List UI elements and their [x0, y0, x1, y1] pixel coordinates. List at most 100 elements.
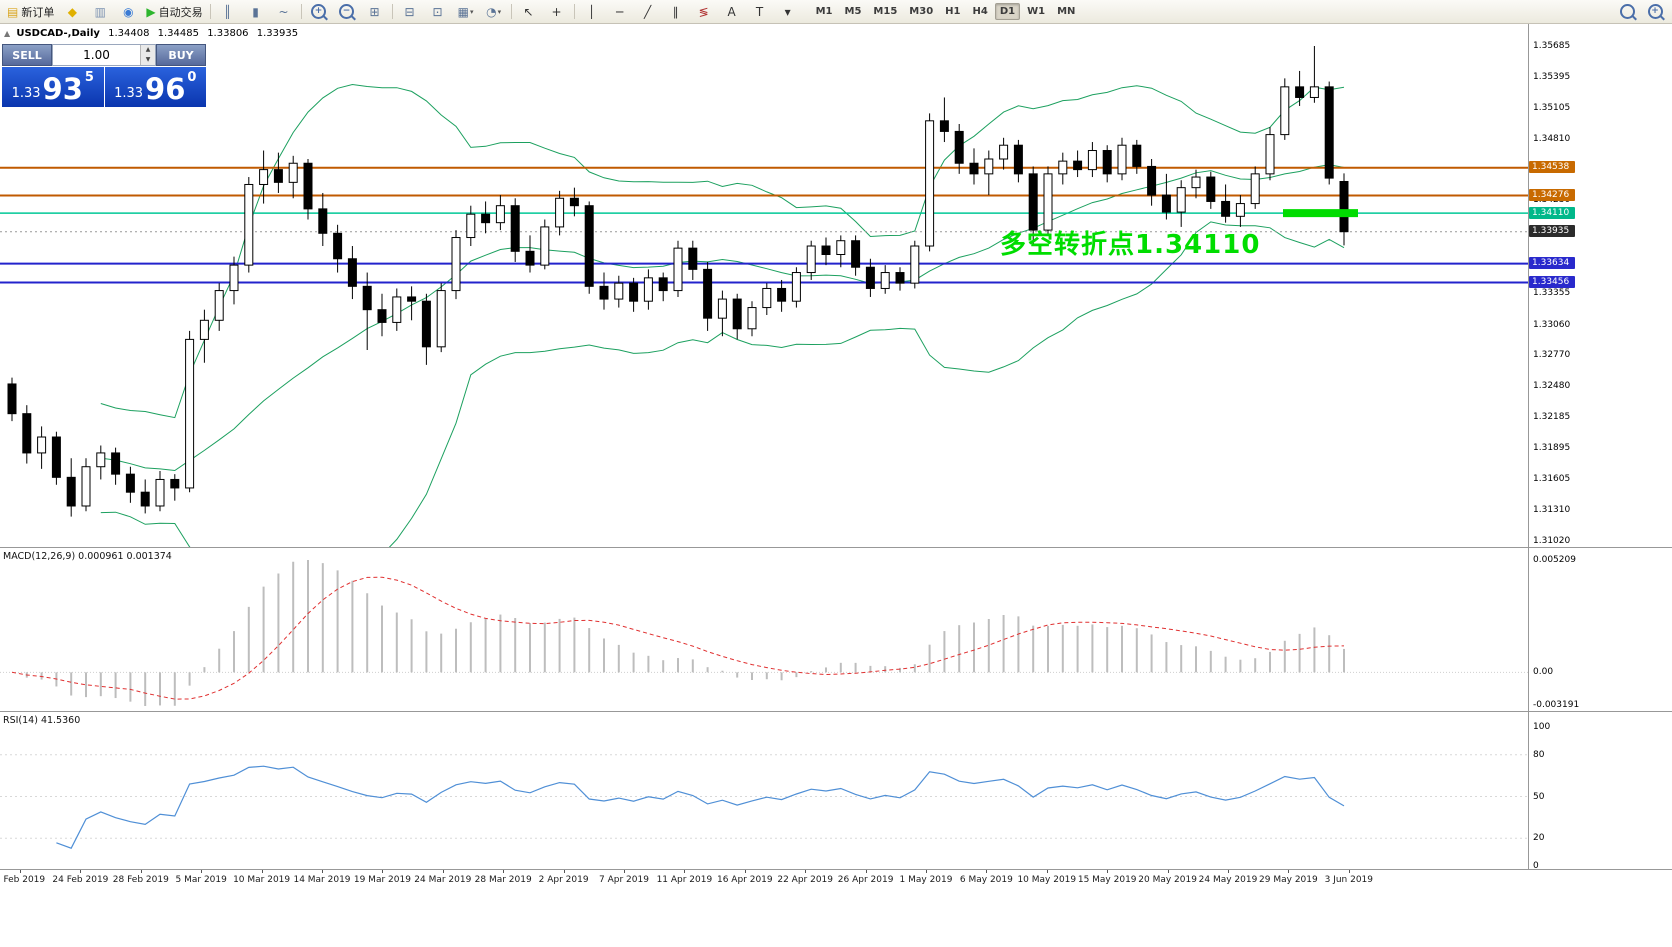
cursor-button[interactable]: ↖	[515, 1, 543, 23]
main-chart-canvas[interactable]	[0, 24, 1528, 547]
date-label: 9 Feb 2019	[0, 875, 46, 885]
candle-body	[777, 287, 787, 302]
candle-body	[555, 197, 565, 228]
fibonacci-button[interactable]: ≶	[690, 1, 718, 23]
price-axis[interactable]: 1.356851.353951.351051.348101.345201.342…	[1529, 0, 1672, 947]
vertical-line-button[interactable]: │	[578, 1, 606, 23]
symbol-ohlc-header: ▲ USDCAD-,Daily 1.34408 1.34485 1.33806 …	[4, 28, 303, 39]
candle-body	[96, 452, 106, 468]
candle-body	[185, 338, 195, 489]
new-order-button-label: 新订单	[21, 5, 55, 19]
timeframe-m5[interactable]: M5	[844, 6, 862, 17]
timeframe-h1[interactable]: H1	[945, 6, 961, 17]
crosshair-button[interactable]: +	[543, 1, 571, 23]
timeframe-m1[interactable]: M1	[815, 6, 833, 17]
price-tick-label: 1.35395	[1533, 71, 1571, 82]
date-tick	[20, 870, 21, 873]
timeframe-m30[interactable]: M30	[909, 6, 934, 17]
tile-windows-button[interactable]: ⊞	[361, 1, 389, 23]
pane-separator[interactable]	[0, 547, 1672, 548]
date-tick	[805, 870, 807, 873]
data-window-button[interactable]: ◉	[114, 1, 142, 23]
candlestick-chart-button[interactable]: ▮	[242, 1, 270, 23]
date-tick	[201, 870, 203, 873]
date-label: 15 May 2019	[1077, 875, 1137, 885]
trendline-button[interactable]: ╱	[634, 1, 662, 23]
volume-down-button[interactable]: ▼	[141, 55, 155, 65]
timeframe-w1[interactable]: W1	[1027, 6, 1046, 17]
price-level-badge: 1.34538	[1529, 161, 1575, 174]
candle-body	[510, 205, 520, 252]
pane-separator[interactable]	[0, 711, 1672, 712]
text-label-button[interactable]: T	[746, 1, 774, 23]
sell-button[interactable]: SELL	[2, 44, 52, 66]
line-chart-button[interactable]: ~	[270, 1, 298, 23]
candle-body	[584, 205, 594, 287]
chart-shift-button[interactable]: ⊡	[424, 1, 452, 23]
grid-button[interactable]: ▦ ▾	[452, 1, 480, 23]
date-label: 11 Apr 2019	[656, 875, 713, 885]
text-button[interactable]: A	[718, 1, 746, 23]
candle-body	[436, 290, 446, 348]
date-tick	[1228, 870, 1229, 873]
timeframe-d1[interactable]: D1	[994, 3, 1021, 20]
sell-price-display[interactable]: 1.33 93 5	[2, 67, 104, 107]
candle-body	[1132, 144, 1142, 167]
volume-input[interactable]: 1.00 ▲ ▼	[52, 44, 156, 66]
date-label: 20 May 2019	[1138, 875, 1197, 885]
date-tick	[684, 870, 686, 873]
period-button[interactable]: ◔ ▾	[480, 1, 508, 23]
price-tick-label: 1.35685	[1533, 41, 1571, 51]
candle-body	[791, 272, 801, 302]
chart-annotation[interactable]: 多空转折点1.34110	[1000, 230, 1261, 260]
charts-list-button[interactable]: ▥	[86, 1, 114, 23]
price-tick-label: 1.31605	[1533, 473, 1571, 484]
candle-body	[1324, 86, 1334, 179]
autotrading-button[interactable]: ▶ 自动交易	[142, 1, 206, 23]
candle-body	[37, 436, 47, 454]
cursor-icon: ↖	[523, 4, 534, 19]
date-label: 16 Apr 2019	[716, 875, 773, 885]
new-order-button[interactable]: ▤ 新订单	[3, 1, 58, 23]
highlight-segment[interactable]	[1283, 209, 1358, 218]
date-label: 24 Mar 2019	[414, 875, 472, 885]
volume-up-button[interactable]: ▲	[141, 45, 155, 55]
price-tick-label: 1.35105	[1533, 102, 1571, 113]
zoom-out-button[interactable]: −	[333, 1, 361, 23]
candle-body	[288, 162, 298, 183]
toolbar-button-group: ▤ 新订单 ◆ ▥ ◉ ▶ 自动交易 ║ ▮ ~ + − ⊞ ⊟ ⊡ ▦ ▾ ◔ ▾ ↖ + │ ─ ╱ ∥ ≶ A T ▾	[3, 1, 802, 23]
date-tick	[503, 870, 505, 873]
funnel-button[interactable]: ◆	[58, 1, 86, 23]
timeframe-mn[interactable]: MN	[1057, 6, 1076, 17]
text-label-icon: T	[755, 4, 764, 19]
date-label: 28 Feb 2019	[112, 875, 169, 885]
pane-separator	[0, 869, 1672, 870]
buy-button[interactable]: BUY	[156, 44, 206, 66]
search-symbol-button[interactable]	[1613, 1, 1641, 23]
timeframe-h4[interactable]: H4	[972, 6, 988, 17]
timeframe-m15[interactable]: M15	[873, 6, 898, 17]
candle-body	[688, 247, 698, 270]
collapse-arrow-icon[interactable]: ▲	[4, 29, 11, 38]
add-chart-button[interactable]: +	[1641, 1, 1669, 23]
candle-body	[525, 250, 535, 266]
horizontal-line-button[interactable]: ─	[606, 1, 634, 23]
candle-body	[421, 300, 431, 348]
macd-pane-canvas[interactable]	[0, 548, 1528, 711]
bar-chart-button[interactable]: ║	[214, 1, 242, 23]
auto-scroll-button[interactable]: ⊟	[396, 1, 424, 23]
zoom-in-button[interactable]: +	[305, 1, 333, 23]
candle-body	[111, 452, 121, 475]
candle-body	[821, 245, 831, 256]
candle-body	[1339, 181, 1349, 233]
autotrading-icon: ▶	[146, 4, 156, 19]
shapes-button[interactable]: ▾	[774, 1, 802, 23]
buy-price-display[interactable]: 1.33 96 0	[104, 67, 206, 107]
rsi-pane-canvas[interactable]	[0, 712, 1528, 869]
volume-value[interactable]: 1.00	[83, 48, 110, 62]
candle-body	[1191, 176, 1201, 189]
channel-button[interactable]: ∥	[662, 1, 690, 23]
candle-body	[495, 205, 505, 224]
crosshair-icon: +	[551, 4, 562, 19]
